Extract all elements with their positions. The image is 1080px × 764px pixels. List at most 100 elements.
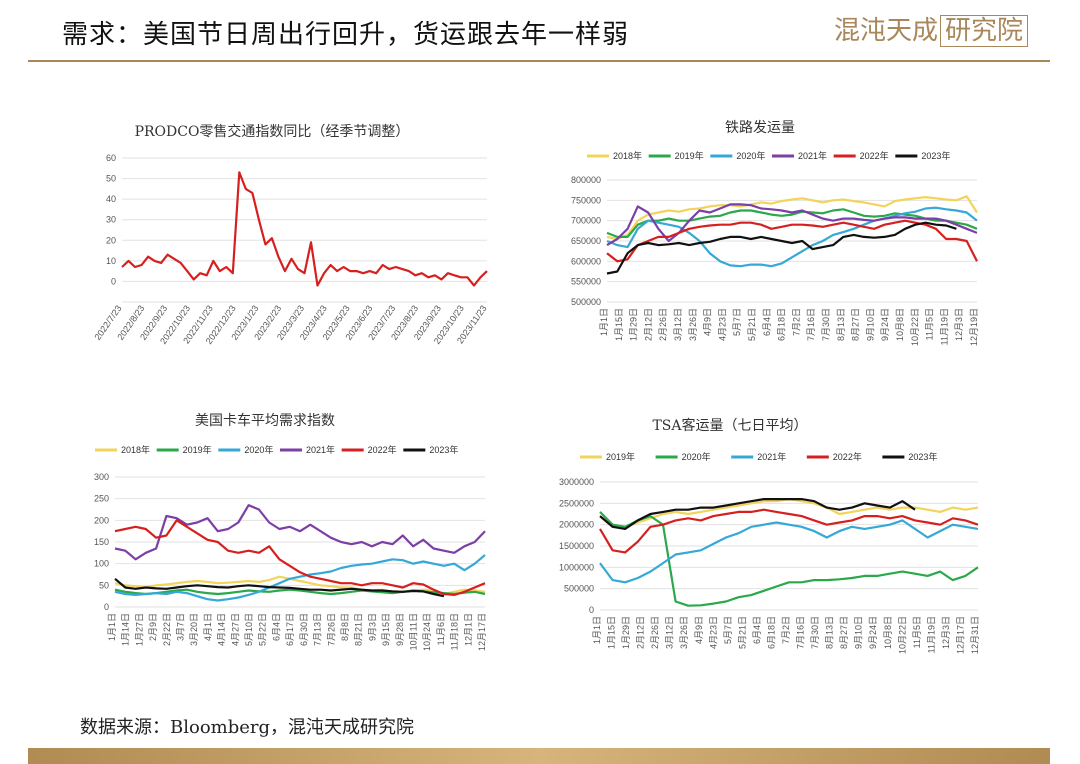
x-tick-label: 4月1日 — [203, 613, 213, 641]
x-tick-label: 10月24日 — [422, 613, 432, 651]
legend-label: 2023年 — [921, 150, 950, 161]
x-tick-label: 2月22日 — [162, 613, 172, 646]
x-tick-label: 7月30日 — [810, 616, 820, 649]
x-tick-label: 8月27日 — [851, 308, 861, 341]
x-tick-label: 7月30日 — [821, 308, 831, 341]
y-tick-label: 10 — [106, 256, 116, 266]
y-tick-label: 0 — [104, 602, 109, 612]
x-tick-label: 12月3日 — [941, 616, 951, 649]
y-tick-label: 50 — [106, 174, 116, 184]
x-tick-label: 6月30日 — [299, 613, 309, 646]
x-tick-label: 9月15日 — [381, 613, 391, 646]
y-tick-label: 0 — [111, 276, 116, 286]
chart-truck: 美国卡车平均需求指数 0 50 100 150 200 250 300 1月1日 1月14日 1月2… — [94, 412, 487, 651]
x-tick-label: 7月2日 — [791, 308, 801, 336]
y-tick-label: 1000000 — [559, 562, 594, 572]
x-tick-label: 11月5日 — [925, 308, 935, 340]
series-line-2018年 — [114, 575, 486, 596]
x-tick-label: 8月8日 — [340, 613, 350, 641]
legend-label: 2023年 — [908, 451, 937, 462]
x-tick-label: 1月27日 — [134, 613, 144, 646]
x-tick-label: 5月21日 — [747, 308, 757, 341]
series-line-2021年 — [606, 203, 978, 247]
chart-title: 美国卡车平均需求指数 — [195, 412, 335, 429]
y-tick-label: 700000 — [571, 216, 601, 226]
legend-label: 2021年 — [306, 444, 335, 455]
x-tick-label: 8月21日 — [354, 613, 364, 646]
x-tick-label: 2月12日 — [643, 308, 653, 341]
legend-label: 2020年 — [736, 150, 765, 161]
x-tick-label: 4月14日 — [217, 613, 227, 646]
x-tick-label: 9月10日 — [854, 616, 864, 649]
x-tick-label: 2月12日 — [636, 616, 646, 649]
x-tick-label: 3月12日 — [673, 308, 683, 341]
series-line-2021年 — [114, 504, 486, 561]
y-tick-label: 500000 — [564, 584, 594, 594]
y-tick-label: 1500000 — [559, 541, 594, 551]
x-tick-label: 1月1日 — [592, 616, 602, 644]
x-tick-label: 6月18日 — [777, 308, 787, 341]
x-tick-label: 9月10日 — [865, 308, 875, 341]
y-tick-label: 300 — [94, 472, 109, 482]
x-tick-label: 12月17日 — [955, 616, 965, 654]
x-tick-label: 12月31日 — [970, 616, 980, 654]
x-tick-label: 3月26日 — [688, 308, 698, 341]
series-line — [121, 171, 488, 287]
y-tick-label: 40 — [106, 194, 116, 204]
chart-title: 铁路发运量 — [725, 120, 795, 136]
y-tick-label: 50 — [99, 580, 109, 590]
x-tick-label: 2月26日 — [658, 308, 668, 341]
series-line-2022年 — [606, 219, 978, 263]
x-tick-label: 5月21日 — [737, 616, 747, 649]
legend-label: 2022年 — [833, 451, 862, 462]
legend-label: 2018年 — [613, 150, 642, 161]
legend-label: 2018年 — [121, 444, 150, 455]
x-tick-label: 9月24日 — [868, 616, 878, 649]
x-tick-label: 7月26日 — [326, 613, 336, 646]
y-tick-label: 250 — [94, 494, 109, 504]
legend-label: 2019年 — [675, 150, 704, 161]
y-tick-label: 20 — [106, 235, 116, 245]
x-tick-label: 6月4日 — [271, 613, 281, 641]
y-tick-label: 0 — [589, 605, 594, 615]
legend-label: 2021年 — [798, 150, 827, 161]
x-tick-label: 3月12日 — [665, 616, 675, 649]
legend-label: 2022年 — [368, 444, 397, 455]
logo-text: 混沌天成 — [833, 16, 938, 46]
x-tick-label: 12月19日 — [969, 308, 979, 346]
x-tick-label: 5月7日 — [732, 308, 742, 336]
y-tick-label: 30 — [106, 215, 116, 225]
x-tick-label: 5月7日 — [723, 616, 733, 644]
x-tick-label: 5月10日 — [244, 613, 254, 646]
footer-bar — [28, 748, 1050, 764]
x-tick-label: 4月9日 — [703, 308, 713, 336]
x-tick-label: 12月1日 — [463, 613, 473, 646]
x-tick-label: 6月4日 — [762, 308, 772, 336]
x-tick-label: 6月18日 — [766, 616, 776, 649]
y-tick-label: 600000 — [571, 256, 601, 266]
page-header: 需求：美国节日周出行回升，货运跟去年一样弱 混沌天成 研究院 — [0, 0, 1080, 60]
x-tick-label: 8月13日 — [825, 616, 835, 649]
data-source: 数据来源：Bloomberg，混沌天成研究院 — [80, 717, 415, 738]
x-tick-label: 1月14日 — [121, 613, 131, 646]
x-tick-label: 6月4日 — [752, 616, 762, 644]
x-tick-label: 10月22日 — [910, 308, 920, 346]
chart-rail: 铁路发运量 500000 550000 600000 650000 700000 75000… — [571, 120, 979, 346]
x-tick-label: 10月8日 — [883, 616, 893, 649]
x-tick-label: 1月1日 — [599, 308, 609, 336]
x-tick-label: 7月16日 — [796, 616, 806, 649]
x-tick-label: 9月28日 — [395, 613, 405, 646]
x-tick-label: 10月8日 — [895, 308, 905, 341]
x-tick-label: 11月19日 — [926, 616, 936, 653]
series-line-2020年 — [114, 554, 486, 602]
series-line-2023年 — [114, 577, 445, 598]
x-tick-label: 11月6日 — [436, 613, 446, 645]
x-tick-label: 1月15日 — [607, 616, 617, 649]
x-tick-label: 7月2日 — [781, 616, 791, 644]
x-tick-label: 2月9日 — [148, 613, 158, 641]
page-title: 需求：美国节日周出行回升，货运跟去年一样弱 — [62, 20, 630, 50]
x-tick-label: 7月13日 — [313, 613, 323, 646]
y-tick-label: 500000 — [571, 297, 601, 307]
legend-label: 2019年 — [606, 451, 635, 462]
legend-label: 2020年 — [682, 451, 711, 462]
